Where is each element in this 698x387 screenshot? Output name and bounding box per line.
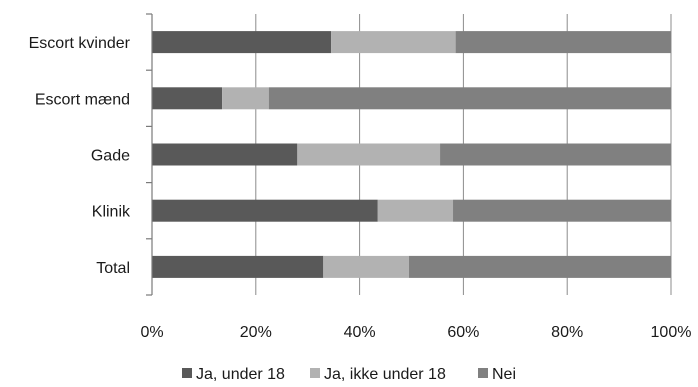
category-label-escort-kvinder: Escort kvinder (29, 35, 131, 52)
bar-escort-kvinder-series-1 (152, 31, 332, 54)
bar-escort-kvinder-series-2 (331, 31, 456, 54)
x-tick-label: 80% (551, 324, 583, 341)
bar-klinik-series-3 (453, 199, 671, 222)
category-label-escort-mænd: Escort mænd (35, 91, 130, 108)
category-label-total: Total (96, 260, 130, 277)
legend-swatch-2 (310, 368, 320, 378)
axes (146, 13, 153, 296)
category-label-gade: Gade (91, 148, 130, 165)
bar-gade-series-2 (297, 143, 441, 166)
bar-total-series-2 (323, 255, 409, 278)
legend-label-1: Ja, under 18 (196, 366, 285, 383)
bar-klinik-series-2 (377, 199, 454, 222)
bar-total-series-3 (408, 255, 671, 278)
x-tick-label: 20% (240, 324, 272, 341)
bar-klinik-series-1 (152, 199, 378, 222)
x-tick-label: 100% (651, 324, 692, 341)
x-tick-label: 60% (447, 324, 479, 341)
bar-escort-kvinder-series-3 (455, 31, 671, 54)
bar-escort-mænd-series-2 (222, 87, 269, 110)
category-label-klinik: Klinik (92, 204, 131, 221)
bar-escort-mænd-series-3 (268, 87, 671, 110)
bar-gade-series-1 (152, 143, 298, 166)
legend-label-3: Nei (492, 366, 516, 383)
legend-swatch-3 (478, 368, 488, 378)
bars (152, 31, 671, 278)
bar-gade-series-3 (440, 143, 671, 166)
legend-label-2: Ja, ikke under 18 (324, 366, 446, 383)
legend: Ja, under 18 Ja, ikke under 18 Nei (182, 366, 516, 383)
legend-swatch-1 (182, 368, 192, 378)
labels: 0% 20% 40% 60% 80% 100% Escort kvinder Escort m… (29, 35, 692, 341)
x-tick-label: 40% (344, 324, 376, 341)
bar-escort-mænd-series-1 (152, 87, 223, 110)
bar-total-series-1 (152, 255, 324, 278)
x-tick-label: 0% (140, 324, 163, 341)
